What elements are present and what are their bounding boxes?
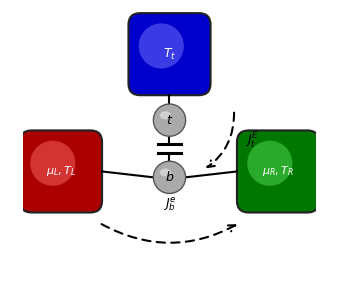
Circle shape bbox=[153, 161, 186, 194]
FancyArrowPatch shape bbox=[102, 224, 235, 243]
Ellipse shape bbox=[30, 141, 75, 186]
Ellipse shape bbox=[160, 111, 171, 119]
Text: $b$: $b$ bbox=[165, 170, 174, 184]
Circle shape bbox=[153, 104, 186, 136]
Text: $J_t^E$: $J_t^E$ bbox=[244, 131, 259, 151]
Text: $\mu_L, T_L$: $\mu_L, T_L$ bbox=[46, 165, 76, 178]
Text: $J_b^e$: $J_b^e$ bbox=[163, 195, 176, 213]
Ellipse shape bbox=[160, 168, 171, 176]
FancyBboxPatch shape bbox=[128, 13, 211, 95]
Text: $T_t$: $T_t$ bbox=[163, 46, 176, 62]
FancyBboxPatch shape bbox=[237, 131, 319, 213]
FancyArrowPatch shape bbox=[207, 113, 234, 167]
Ellipse shape bbox=[139, 23, 184, 69]
Text: $\mu_R, T_R$: $\mu_R, T_R$ bbox=[262, 165, 294, 178]
FancyBboxPatch shape bbox=[20, 131, 102, 213]
Text: $t$: $t$ bbox=[166, 114, 173, 127]
Ellipse shape bbox=[247, 141, 292, 186]
